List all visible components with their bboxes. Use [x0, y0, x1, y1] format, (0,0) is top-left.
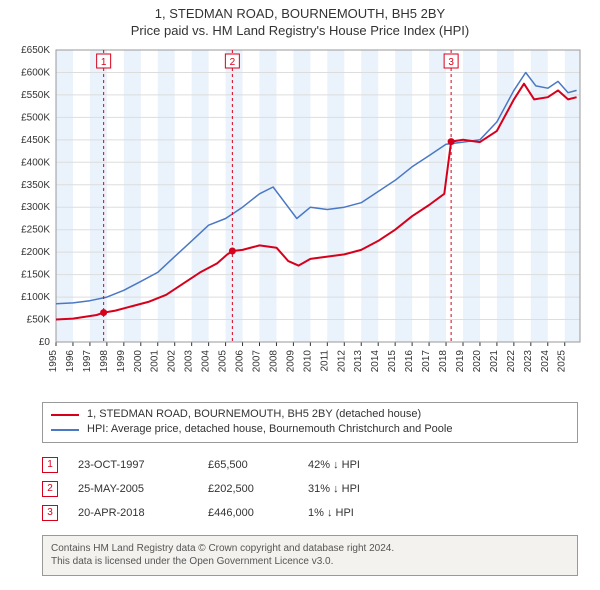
svg-text:£450K: £450K: [21, 135, 50, 146]
svg-text:1997: 1997: [82, 350, 93, 373]
svg-text:£200K: £200K: [21, 247, 50, 258]
chart-title: 1, STEDMAN ROAD, BOURNEMOUTH, BH5 2BY Pr…: [8, 6, 592, 38]
sale-hpi: 42% ↓ HPI: [308, 459, 418, 471]
sale-hpi: 1% ↓ HPI: [308, 507, 418, 519]
sales-table: 1 23-OCT-1997 £65,500 42% ↓ HPI 2 25-MAY…: [42, 453, 578, 525]
legend-swatch: [51, 414, 79, 416]
svg-text:2015: 2015: [387, 350, 398, 373]
svg-text:2: 2: [230, 57, 236, 68]
svg-text:2010: 2010: [302, 350, 313, 373]
svg-text:2003: 2003: [184, 350, 195, 373]
chart-svg: £0 £50K £100K £150K £200K £250K £300K £350K £400…: [8, 44, 592, 394]
svg-text:1999: 1999: [116, 350, 127, 373]
svg-text:£100K: £100K: [21, 292, 50, 303]
svg-text:£150K: £150K: [21, 270, 50, 281]
svg-text:£250K: £250K: [21, 225, 50, 236]
legend-item-price-paid: 1, STEDMAN ROAD, BOURNEMOUTH, BH5 2BY (d…: [51, 407, 569, 422]
svg-text:2017: 2017: [421, 350, 432, 373]
sale-row: 1 23-OCT-1997 £65,500 42% ↓ HPI: [42, 453, 578, 477]
svg-text:2018: 2018: [438, 350, 449, 373]
svg-text:£550K: £550K: [21, 90, 50, 101]
svg-text:£400K: £400K: [21, 157, 50, 168]
legend-label: HPI: Average price, detached house, Bour…: [87, 422, 452, 437]
svg-text:2024: 2024: [540, 350, 551, 373]
attribution-footer: Contains HM Land Registry data © Crown c…: [42, 535, 578, 576]
svg-text:2021: 2021: [489, 350, 500, 373]
title-address: 1, STEDMAN ROAD, BOURNEMOUTH, BH5 2BY: [8, 6, 592, 21]
svg-text:2022: 2022: [506, 350, 517, 373]
svg-text:£50K: £50K: [27, 315, 51, 326]
svg-text:2001: 2001: [150, 350, 161, 373]
svg-text:2019: 2019: [455, 350, 466, 373]
sale-row: 2 25-MAY-2005 £202,500 31% ↓ HPI: [42, 477, 578, 501]
svg-text:2016: 2016: [404, 350, 415, 373]
svg-text:2002: 2002: [167, 350, 178, 373]
svg-text:£0: £0: [39, 337, 51, 348]
sale-price: £446,000: [208, 507, 288, 519]
title-subtitle: Price paid vs. HM Land Registry's House …: [8, 23, 592, 38]
legend: 1, STEDMAN ROAD, BOURNEMOUTH, BH5 2BY (d…: [42, 402, 578, 443]
svg-text:2025: 2025: [557, 350, 568, 373]
svg-text:2012: 2012: [336, 350, 347, 373]
svg-text:2013: 2013: [353, 350, 364, 373]
svg-text:2004: 2004: [201, 350, 212, 373]
sale-date: 20-APR-2018: [78, 507, 188, 519]
svg-text:2023: 2023: [523, 350, 534, 373]
svg-text:£500K: £500K: [21, 112, 50, 123]
svg-text:1998: 1998: [99, 350, 110, 373]
legend-swatch: [51, 429, 79, 431]
sale-marker-icon: 3: [42, 505, 58, 521]
svg-text:2006: 2006: [235, 350, 246, 373]
svg-text:1995: 1995: [48, 350, 59, 373]
svg-text:2008: 2008: [268, 350, 279, 373]
sale-date: 25-MAY-2005: [78, 483, 188, 495]
sale-date: 23-OCT-1997: [78, 459, 188, 471]
svg-text:2005: 2005: [218, 350, 229, 373]
sale-hpi: 31% ↓ HPI: [308, 483, 418, 495]
legend-label: 1, STEDMAN ROAD, BOURNEMOUTH, BH5 2BY (d…: [87, 407, 421, 422]
svg-text:£600K: £600K: [21, 67, 50, 78]
svg-text:1: 1: [101, 57, 107, 68]
chart: £0 £50K £100K £150K £200K £250K £300K £350K £400…: [8, 44, 592, 394]
sale-marker-icon: 1: [42, 457, 58, 473]
svg-text:2011: 2011: [319, 350, 330, 372]
svg-text:2009: 2009: [285, 350, 296, 373]
svg-text:2000: 2000: [133, 350, 144, 373]
footer-line2: This data is licensed under the Open Gov…: [51, 555, 569, 569]
sale-marker-icon: 2: [42, 481, 58, 497]
sale-row: 3 20-APR-2018 £446,000 1% ↓ HPI: [42, 501, 578, 525]
svg-text:2020: 2020: [472, 350, 483, 373]
svg-text:£350K: £350K: [21, 180, 50, 191]
svg-text:1996: 1996: [65, 350, 76, 373]
svg-text:2014: 2014: [370, 350, 381, 373]
svg-text:£300K: £300K: [21, 202, 50, 213]
sale-price: £202,500: [208, 483, 288, 495]
svg-text:2007: 2007: [251, 350, 262, 373]
sale-price: £65,500: [208, 459, 288, 471]
footer-line1: Contains HM Land Registry data © Crown c…: [51, 542, 569, 556]
svg-text:£650K: £650K: [21, 45, 50, 56]
svg-text:3: 3: [448, 57, 454, 68]
legend-item-hpi: HPI: Average price, detached house, Bour…: [51, 422, 569, 437]
